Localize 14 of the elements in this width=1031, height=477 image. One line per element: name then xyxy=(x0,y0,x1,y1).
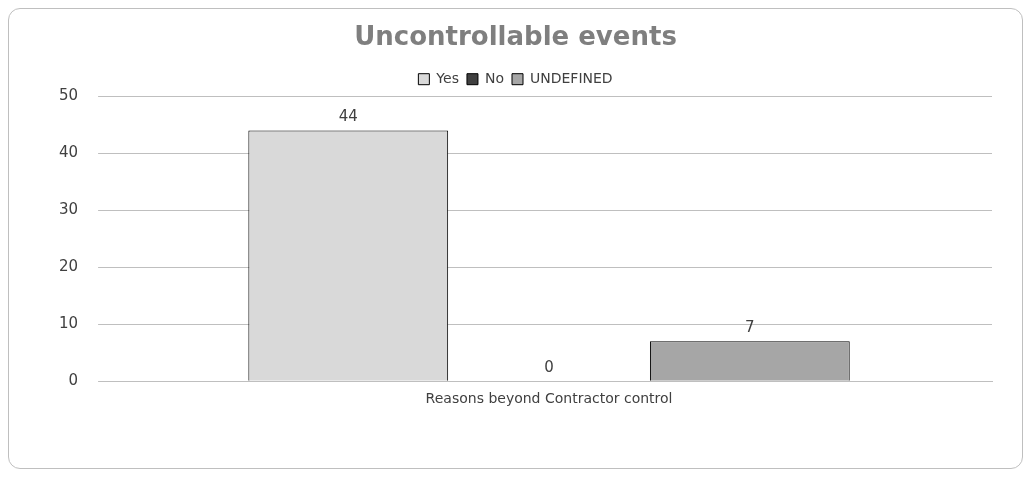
y-tick-label: 30 xyxy=(58,200,79,219)
legend-label: UNDEFINED xyxy=(530,69,613,86)
legend-label: Yes xyxy=(435,69,459,86)
data-label: 0 xyxy=(544,357,554,376)
y-tick-label: 0 xyxy=(68,371,79,390)
y-tick-label: 50 xyxy=(58,86,79,105)
y-tick-label: 40 xyxy=(58,143,79,162)
y-tick-label: 10 xyxy=(58,314,79,333)
data-label: 44 xyxy=(338,106,358,125)
legend-label: No xyxy=(484,69,505,86)
y-tick-label: 20 xyxy=(58,257,79,276)
chart-title: Uncontrollable events xyxy=(354,21,677,52)
data-label: 7 xyxy=(745,317,755,336)
x-tick-label: Reasons beyond Contractor control xyxy=(425,390,673,407)
